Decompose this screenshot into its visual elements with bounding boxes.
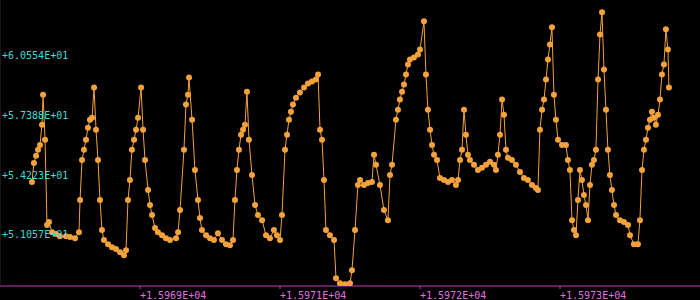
svg-text:+5.4223E+01: +5.4223E+01 xyxy=(8,170,68,181)
svg-text:+1.5969E+04: +1.5969E+04 xyxy=(140,290,206,300)
svg-text:+5.1057E+01: +5.1057E+01 xyxy=(8,229,68,240)
svg-text:+1.5971E+04: +1.5971E+04 xyxy=(280,290,346,300)
svg-text:+6.0554E+01: +6.0554E+01 xyxy=(8,50,68,61)
svg-text:+1.5972E+04: +1.5972E+04 xyxy=(420,290,486,300)
svg-text:+5.7388E+01: +5.7388E+01 xyxy=(8,110,68,121)
svg-text:+1.5973E+04: +1.5973E+04 xyxy=(560,290,626,300)
